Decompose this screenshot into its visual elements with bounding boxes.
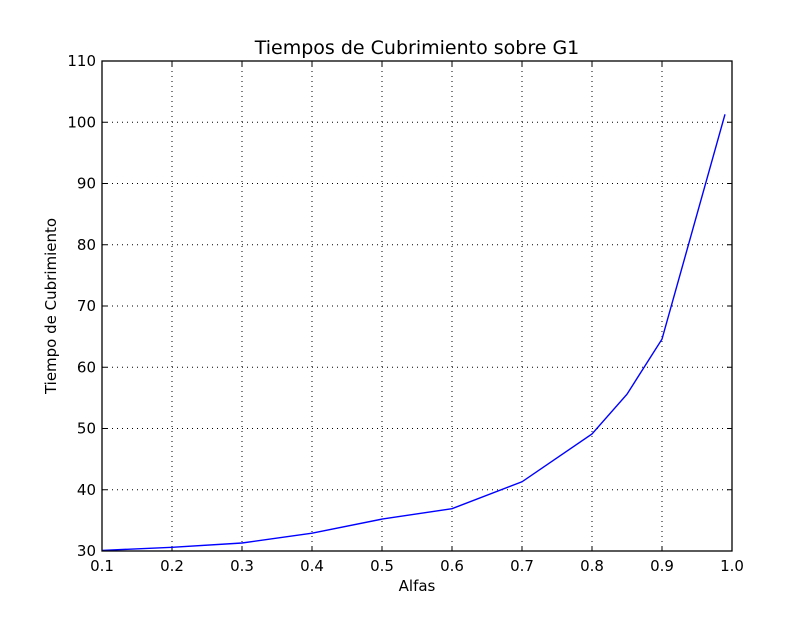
x-tick-label: 0.5 (370, 557, 394, 575)
series-layer (101, 114, 726, 552)
x-tick-label: 0.8 (580, 557, 604, 575)
x-tick-label: 0.3 (230, 557, 254, 575)
x-tick-label: 0.9 (650, 557, 674, 575)
y-tick-label: 30 (77, 542, 96, 560)
y-tick-label: 100 (67, 113, 96, 131)
x-tick-label: 0.6 (440, 557, 464, 575)
chart-title: Tiempos de Cubrimiento sobre G1 (254, 37, 580, 59)
y-tick-label: 60 (77, 358, 96, 376)
series-line (101, 114, 726, 552)
x-tick-label: 1.0 (720, 557, 744, 575)
y-tick-label: 70 (77, 297, 96, 315)
y-tick-label: 50 (77, 420, 96, 438)
y-tick-label: 80 (77, 236, 96, 254)
x-axis-title: Alfas (399, 577, 436, 595)
y-axis-title: Tiempo de Cubrimiento (42, 218, 60, 395)
y-tick-label: 40 (77, 481, 96, 499)
y-tick-label: 110 (67, 52, 96, 70)
x-tick-label: 0.4 (300, 557, 324, 575)
x-tick-label: 0.7 (510, 557, 534, 575)
x-tick-label: 0.2 (160, 557, 184, 575)
tick-labels: 0.1 0.2 0.3 0.4 0.5 0.6 0.7 0.8 0.9 1.0 30 40 50 60 70… (67, 52, 744, 575)
x-tick-label: 0.1 (90, 557, 114, 575)
y-tick-label: 90 (77, 175, 96, 193)
plot-area-frame (101, 60, 733, 552)
grid (101, 60, 733, 552)
